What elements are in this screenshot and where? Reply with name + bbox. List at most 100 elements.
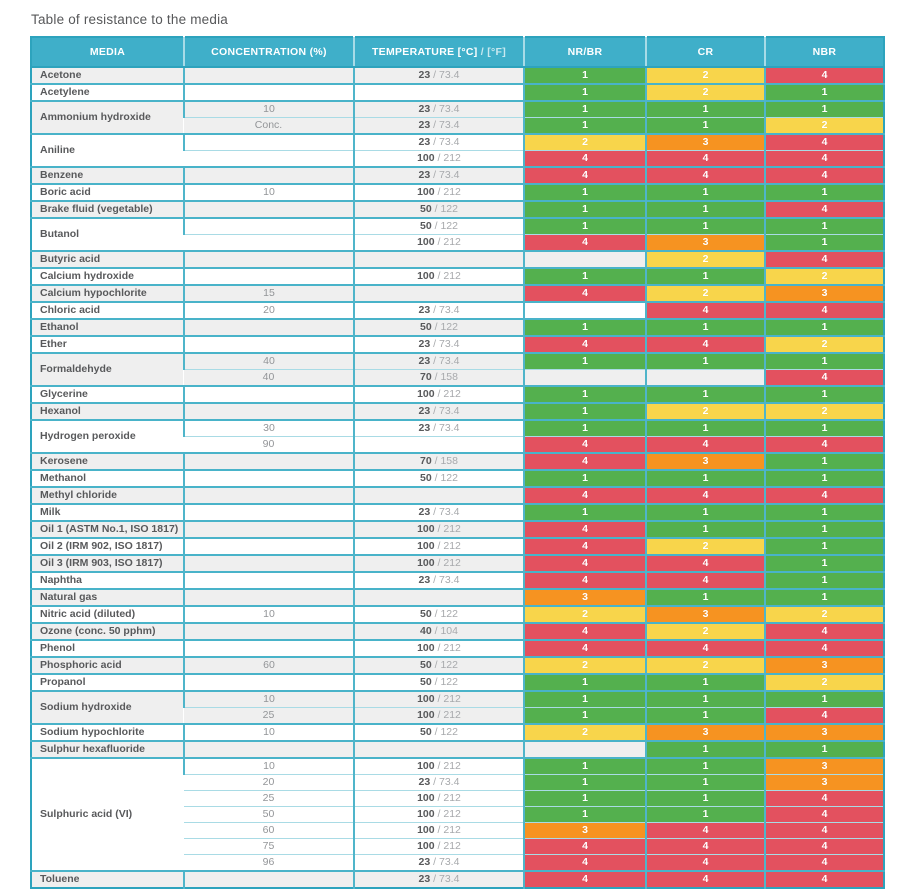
rating-cell-nrbr: 4 — [523, 537, 646, 555]
rating-cell-cr: 1 — [645, 352, 765, 370]
temperature-cell: 100 / 212 — [353, 707, 524, 724]
rating-cell-nrbr: 1 — [523, 267, 646, 285]
rating-cell-nrbr: 2 — [523, 723, 646, 741]
concentration-cell: 40 — [183, 352, 354, 370]
rating-cell-nrbr — [523, 250, 646, 268]
rating-cell-nbr: 2 — [764, 605, 884, 623]
temperature-cell: 70 / 158 — [353, 369, 524, 386]
media-cell: Calcium hydroxide — [31, 267, 184, 285]
media-cell: Chloric acid — [31, 301, 184, 319]
media-cell: Benzene — [31, 166, 184, 184]
rating-cell-cr: 4 — [645, 436, 765, 453]
concentration-cell: 10 — [183, 690, 354, 708]
rating-cell-nbr: 3 — [764, 757, 884, 775]
rating-cell-cr: 1 — [645, 757, 765, 775]
rating-cell-nrbr: 4 — [523, 571, 646, 589]
rating-cell-cr — [645, 369, 765, 386]
rating-cell-nrbr: 2 — [523, 656, 646, 674]
rating-cell-nbr: 1 — [764, 588, 884, 606]
concentration-cell — [183, 335, 354, 353]
table-row: 50 100 / 212 1 1 4 — [31, 806, 884, 823]
media-cell: Ozone (conc. 50 pphm) — [31, 622, 184, 640]
table-row: Naphtha 23 / 73.4 4 4 1 — [31, 571, 884, 589]
rating-cell-cr: 1 — [645, 217, 765, 235]
rating-cell-nbr: 1 — [764, 503, 884, 521]
rating-cell-nrbr: 1 — [523, 673, 646, 691]
header-row: MEDIA CONCENTRATION (%) TEMPERATURE [°C]… — [31, 37, 884, 68]
col-header-cr: CR — [645, 37, 765, 68]
temperature-cell: 100 / 212 — [353, 150, 524, 167]
rating-cell-nrbr: 4 — [523, 335, 646, 353]
rating-cell-cr: 2 — [645, 656, 765, 674]
table-row: 75 100 / 212 4 4 4 — [31, 838, 884, 855]
rating-cell-cr: 1 — [645, 690, 765, 708]
concentration-cell — [183, 588, 354, 606]
temperature-cell: 50 / 122 — [353, 318, 524, 336]
rating-cell-nbr: 1 — [764, 83, 884, 101]
table-row: Calcium hypochlorite 15 4 2 3 — [31, 284, 884, 302]
temperature-cell: 100 / 212 — [353, 520, 524, 538]
rating-cell-cr: 4 — [645, 854, 765, 871]
temperature-cell: 100 / 212 — [353, 822, 524, 839]
rating-cell-nbr: 1 — [764, 419, 884, 437]
rating-cell-nbr: 2 — [764, 402, 884, 420]
concentration-cell — [183, 83, 354, 101]
concentration-cell: 40 — [184, 369, 354, 386]
rating-cell-nrbr: 4 — [523, 486, 646, 504]
media-cell: Hexanol — [31, 402, 184, 420]
table-row: Natural gas 3 1 1 — [31, 588, 884, 606]
media-cell: Boric acid — [31, 183, 184, 201]
concentration-cell — [183, 870, 354, 888]
rating-cell-nrbr: 4 — [523, 854, 646, 871]
table-row: Oil 3 (IRM 903, ISO 1817) 100 / 212 4 4 1 — [31, 554, 884, 572]
temperature-cell: 100 / 212 — [353, 790, 524, 807]
concentration-cell — [183, 200, 354, 218]
table-row: Oil 2 (IRM 902, ISO 1817) 100 / 212 4 2 1 — [31, 537, 884, 555]
concentration-cell: 10 — [183, 757, 354, 775]
concentration-cell — [183, 571, 354, 589]
rating-cell-nrbr: 1 — [523, 183, 646, 201]
rating-cell-cr: 3 — [645, 452, 765, 470]
table-row: Benzene 23 / 73.4 4 4 4 — [31, 166, 884, 184]
rating-cell-nrbr: 1 — [523, 217, 646, 235]
media-cell: Sodium hydroxide — [31, 690, 184, 724]
table-row: 20 23 / 73.4 1 1 3 — [31, 774, 884, 791]
rating-cell-cr: 4 — [645, 554, 765, 572]
col-header-temperature-sub: / [°F] — [477, 46, 507, 58]
media-cell: Milk — [31, 503, 184, 521]
rating-cell-nbr: 1 — [764, 183, 884, 201]
concentration-cell — [183, 639, 354, 657]
rating-cell-cr: 1 — [645, 385, 765, 403]
rating-cell-nrbr: 1 — [523, 419, 646, 437]
media-cell: Kerosene — [31, 452, 184, 470]
rating-cell-cr: 1 — [645, 318, 765, 336]
table-row: Methyl chloride 4 4 4 — [31, 486, 884, 504]
rating-cell-nbr: 1 — [764, 234, 884, 251]
concentration-cell: 50 — [184, 806, 354, 823]
concentration-cell: 75 — [184, 838, 354, 855]
rating-cell-nbr: 1 — [764, 469, 884, 487]
table-row: Sodium hypochlorite 10 50 / 122 2 3 3 — [31, 723, 884, 741]
concentration-cell — [183, 402, 354, 420]
rating-cell-nbr: 4 — [764, 822, 884, 839]
rating-cell-nrbr — [523, 301, 646, 319]
table-row: Butyric acid 2 4 — [31, 250, 884, 268]
temperature-cell: 100 / 212 — [353, 838, 524, 855]
table-row: Calcium hydroxide 100 / 212 1 1 2 — [31, 267, 884, 285]
temperature-cell: 100 / 212 — [353, 806, 524, 823]
media-cell: Acetone — [31, 66, 184, 84]
media-cell: Sulphur hexafluoride — [31, 740, 184, 758]
concentration-cell — [183, 166, 354, 184]
rating-cell-nbr: 4 — [764, 250, 884, 268]
rating-cell-cr: 1 — [645, 588, 765, 606]
concentration-cell: 20 — [184, 774, 354, 791]
rating-cell-nrbr: 3 — [523, 588, 646, 606]
col-header-temperature: TEMPERATURE [°C] / [°F] — [353, 37, 524, 68]
media-cell: Ethanol — [31, 318, 184, 336]
media-cell: Methanol — [31, 469, 184, 487]
concentration-cell: 30 — [183, 419, 354, 437]
rating-cell-nbr: 2 — [764, 335, 884, 353]
temperature-cell: 50 / 122 — [353, 723, 524, 741]
table-row: Glycerine 100 / 212 1 1 1 — [31, 385, 884, 403]
rating-cell-nbr: 1 — [764, 100, 884, 118]
